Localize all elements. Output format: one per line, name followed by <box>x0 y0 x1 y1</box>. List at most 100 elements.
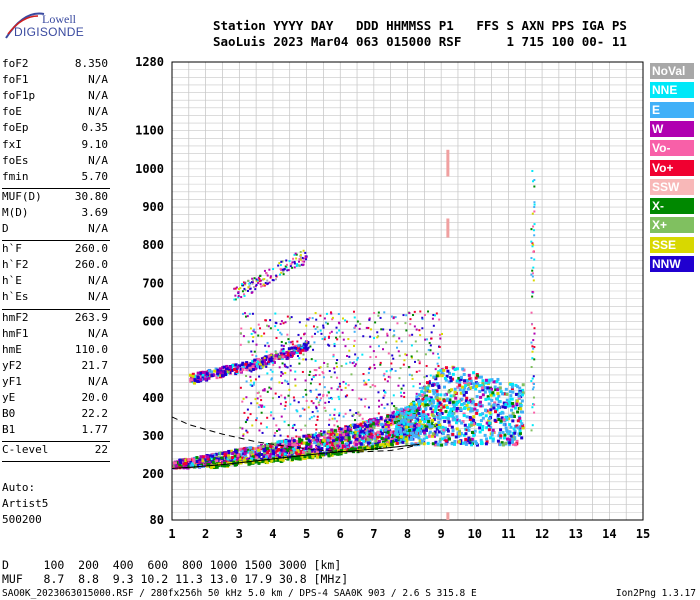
echo-point <box>365 420 369 424</box>
echo-point <box>264 444 268 448</box>
echo-point <box>474 441 478 445</box>
echo-point <box>340 438 344 442</box>
echo-point <box>434 368 437 371</box>
echo-point <box>278 366 281 369</box>
echo-point <box>284 447 288 451</box>
echo-point <box>249 379 252 382</box>
echo-point <box>517 396 521 400</box>
echo-point <box>369 418 373 422</box>
echo-point <box>407 426 411 430</box>
echo-point <box>389 442 393 446</box>
echo-point <box>516 410 520 414</box>
echo-point <box>488 411 492 415</box>
echo-point <box>448 398 452 402</box>
echo-point <box>228 366 232 370</box>
echo-point <box>299 254 302 257</box>
echo-point <box>417 393 421 397</box>
echo-point <box>415 411 419 415</box>
echo-point <box>300 441 304 445</box>
echo-point <box>336 365 339 368</box>
echo-point <box>235 286 238 289</box>
echo-point <box>257 360 261 364</box>
echo-point <box>430 424 434 428</box>
echo-point <box>237 291 240 294</box>
echo-point <box>283 396 286 399</box>
echo-point <box>316 330 319 333</box>
echo-point <box>498 443 502 447</box>
echo-point <box>242 365 245 368</box>
echo-point <box>500 441 504 445</box>
echo-point <box>474 376 478 380</box>
echo-point <box>502 423 506 427</box>
echo-point <box>318 404 321 407</box>
y-tick-label: 300 <box>142 429 164 443</box>
echo-point <box>362 379 365 382</box>
echo-point <box>291 426 294 429</box>
echo-point <box>260 404 263 407</box>
echo-point <box>327 343 330 346</box>
echo-point <box>318 366 321 369</box>
echo-point <box>454 435 458 439</box>
echo-point <box>438 417 442 421</box>
echo-point <box>417 423 421 427</box>
echo-point <box>496 377 500 381</box>
echo-point <box>348 349 351 352</box>
echo-point <box>173 464 177 468</box>
echo-point <box>248 282 251 285</box>
echo-point <box>312 348 315 351</box>
echo-point <box>255 343 258 346</box>
echo-point <box>414 403 418 407</box>
echo-point <box>374 385 377 388</box>
echo-point <box>417 436 421 440</box>
echo-point <box>297 343 300 346</box>
echo-point <box>257 282 260 285</box>
param-separator <box>2 441 110 443</box>
echo-point <box>297 349 301 353</box>
echo-point <box>391 415 395 419</box>
echo-point <box>343 426 347 430</box>
echo-point <box>294 451 298 455</box>
echo-point <box>239 287 242 290</box>
echo-point <box>410 355 413 358</box>
echo-point <box>270 356 274 360</box>
echo-point <box>373 417 377 421</box>
echo-point <box>321 452 325 456</box>
echo-point <box>515 402 519 406</box>
echo-point <box>244 365 247 368</box>
echo-point <box>438 333 441 336</box>
echo-point <box>438 423 442 427</box>
echo-point <box>531 323 534 326</box>
echo-point <box>422 429 426 433</box>
echo-point <box>451 418 455 422</box>
echo-point <box>442 399 446 403</box>
param-separator <box>2 187 110 189</box>
echo-point <box>269 319 272 322</box>
echo-point <box>193 378 197 382</box>
echo-point <box>346 394 349 397</box>
echo-point <box>531 388 534 391</box>
echo-point <box>266 361 270 365</box>
echo-point <box>420 414 424 418</box>
echo-point <box>367 423 371 427</box>
echo-point <box>320 446 324 450</box>
echo-point <box>312 376 315 379</box>
echo-point <box>179 461 183 465</box>
echo-point <box>495 408 499 412</box>
echo-point <box>406 407 410 411</box>
echo-point <box>281 349 285 353</box>
echo-point <box>531 345 534 348</box>
echo-point <box>328 332 331 335</box>
echo-point <box>331 417 334 420</box>
echo-point <box>455 418 459 422</box>
echo-point <box>398 425 402 429</box>
echo-point <box>263 451 267 455</box>
echo-point <box>319 329 322 332</box>
echo-point <box>484 381 488 385</box>
echo-point <box>374 321 377 324</box>
echo-points <box>172 169 536 470</box>
echo-point <box>322 376 325 379</box>
echo-point <box>283 408 286 411</box>
echo-point <box>446 413 450 417</box>
echo-point <box>266 444 270 448</box>
param-value: 263.9 <box>74 310 108 324</box>
